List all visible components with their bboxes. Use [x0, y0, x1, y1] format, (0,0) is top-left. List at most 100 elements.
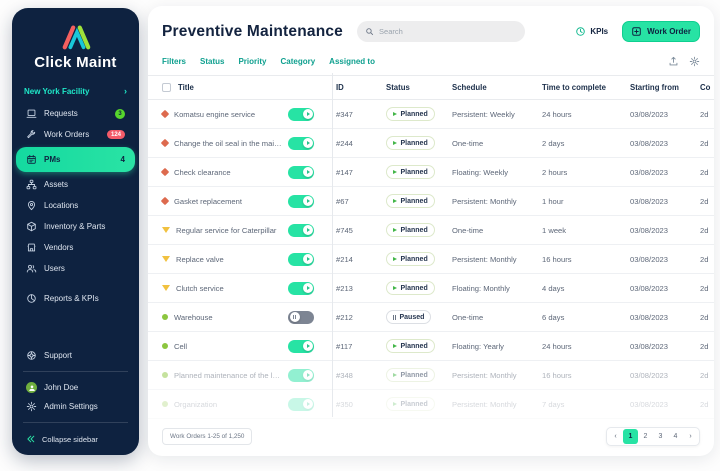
toggle-knob [302, 167, 313, 177]
row-id: #745 [336, 225, 353, 235]
table-row[interactable]: Organization #350 Planned Persistent: Mo… [148, 390, 714, 419]
pagination-page-1[interactable]: 1 [623, 429, 638, 444]
play-icon [306, 228, 310, 232]
work-orders-badge: 124 [106, 130, 125, 139]
row-created: 2d [700, 312, 709, 322]
status-badge: Planned [386, 223, 435, 237]
row-id: #244 [336, 138, 353, 148]
kpis-button[interactable]: KPIs [575, 26, 608, 37]
row-id: #348 [336, 370, 353, 380]
row-toggle[interactable] [288, 136, 314, 150]
table-row[interactable]: Change the oil seal in the main gear #24… [148, 129, 714, 158]
row-title[interactable]: Replace valve [176, 254, 224, 264]
sidebar-item-label: Vendors [44, 243, 74, 252]
filter-category[interactable]: Category [280, 57, 316, 66]
pagination-page-4[interactable]: 4 [673, 433, 678, 440]
search-bar[interactable] [357, 21, 526, 42]
row-toggle[interactable] [288, 165, 314, 179]
sidebar-item-requests[interactable]: Requests 3 [21, 103, 130, 124]
row-title[interactable]: Planned maintenance of the loader [174, 370, 282, 380]
row-title[interactable]: Gasket replacement [174, 196, 242, 206]
table-row[interactable]: Check clearance #147 Planned Floating: W… [148, 158, 714, 187]
sidebar-item-inventory-parts[interactable]: Inventory & Parts [21, 216, 130, 237]
row-time: 2 hours [542, 167, 568, 177]
filter-assigned-to[interactable]: Assigned to [329, 57, 375, 66]
row-title[interactable]: Komatsu engine service [174, 109, 256, 119]
search-icon [365, 27, 374, 36]
table-row[interactable]: Planned maintenance of the loader #348 P… [148, 361, 714, 390]
row-starting: 03/08/2023 [630, 225, 669, 235]
store-icon [26, 242, 37, 253]
user-profile[interactable]: John Doe [21, 378, 130, 397]
row-schedule: Persistent: Monthly [452, 196, 517, 206]
status-badge: Planned [386, 136, 435, 150]
play-icon [393, 373, 397, 377]
row-created: 2d [700, 196, 709, 206]
row-toggle[interactable] [288, 281, 314, 295]
row-title[interactable]: Organization [174, 399, 218, 409]
row-title[interactable]: Regular service for Caterpillar [176, 225, 277, 235]
sidebar-item-reports-kpis[interactable]: Reports & KPIs [21, 288, 130, 309]
sidebar-item-users[interactable]: Users [21, 258, 130, 279]
status-text: Planned [400, 168, 428, 176]
sidebar-item-locations[interactable]: Locations [21, 195, 130, 216]
row-toggle[interactable] [288, 107, 314, 121]
filter-filters[interactable]: Filters [162, 57, 187, 66]
filter-status[interactable]: Status [200, 57, 225, 66]
sidebar-item-assets[interactable]: Assets [21, 174, 130, 195]
pagination-page-2[interactable]: 2 [643, 433, 648, 440]
status-text: Planned [400, 110, 428, 118]
row-created: 2d [700, 283, 709, 293]
support-link[interactable]: Support [21, 346, 130, 365]
table-row[interactable]: Komatsu engine service #347 Planned Pers… [148, 100, 714, 129]
row-schedule: One-time [452, 312, 484, 322]
table-row[interactable]: Warehouse #212 Paused One-time 6 days 03… [148, 303, 714, 332]
table-row[interactable]: Regular service for Caterpillar #745 Pla… [148, 216, 714, 245]
sidebar-item-work-orders[interactable]: Work Orders 124 [21, 124, 130, 145]
sidebar-item-label: Reports & KPIs [44, 294, 99, 303]
status-badge: Planned [386, 252, 435, 266]
avatar [26, 382, 37, 393]
status-text: Planned [400, 139, 428, 147]
row-id: #67 [336, 196, 349, 206]
toggle-knob [302, 109, 313, 119]
row-title[interactable]: Warehouse [174, 312, 213, 322]
table-row[interactable]: Replace valve #214 Planned Persistent: M… [148, 245, 714, 274]
sidebar-item-pms[interactable]: PMs 4 [16, 147, 135, 172]
search-input[interactable] [379, 27, 518, 36]
row-id: #213 [336, 283, 353, 293]
row-toggle[interactable] [288, 194, 314, 208]
select-all-checkbox[interactable] [162, 83, 171, 92]
table-row[interactable]: Clutch service #213 Planned Floating: Mo… [148, 274, 714, 303]
row-title[interactable]: Check clearance [174, 167, 231, 177]
collapse-sidebar-button[interactable]: Collapse sidebar [21, 429, 130, 446]
row-schedule: Floating: Monthly [452, 283, 510, 293]
row-title[interactable]: Change the oil seal in the main gear [174, 138, 282, 148]
row-toggle[interactable] [288, 339, 314, 353]
row-starting: 03/08/2023 [630, 167, 669, 177]
status-badge: Planned [386, 339, 435, 353]
filters-bar: Filters Status Priority Category Assigne… [162, 56, 700, 67]
pagination-page-3[interactable]: 3 [658, 433, 663, 440]
facility-selector[interactable]: New York Facility › [24, 86, 127, 96]
play-icon [393, 141, 397, 145]
filter-priority[interactable]: Priority [238, 57, 267, 66]
pagination-prev[interactable]: ‹ [614, 433, 617, 440]
table-row[interactable]: Cell #117 Planned Floating: Yearly 24 ho… [148, 332, 714, 361]
export-icon[interactable] [668, 56, 679, 67]
sidebar-item-vendors[interactable]: Vendors [21, 237, 130, 258]
row-toggle[interactable] [288, 368, 314, 382]
settings-icon[interactable] [689, 56, 700, 67]
admin-settings-link[interactable]: Admin Settings [21, 397, 130, 416]
row-toggle[interactable] [288, 252, 314, 266]
play-icon [306, 112, 310, 116]
row-toggle[interactable] [288, 310, 314, 324]
row-title[interactable]: Clutch service [176, 283, 224, 293]
row-toggle[interactable] [288, 397, 314, 411]
table-row[interactable]: Gasket replacement #67 Planned Persisten… [148, 187, 714, 216]
work-order-button[interactable]: Work Order [622, 21, 700, 42]
row-title[interactable]: Cell [174, 341, 188, 351]
row-toggle[interactable] [288, 223, 314, 237]
sitemap-icon [26, 179, 37, 190]
pagination-next[interactable]: › [689, 433, 692, 440]
